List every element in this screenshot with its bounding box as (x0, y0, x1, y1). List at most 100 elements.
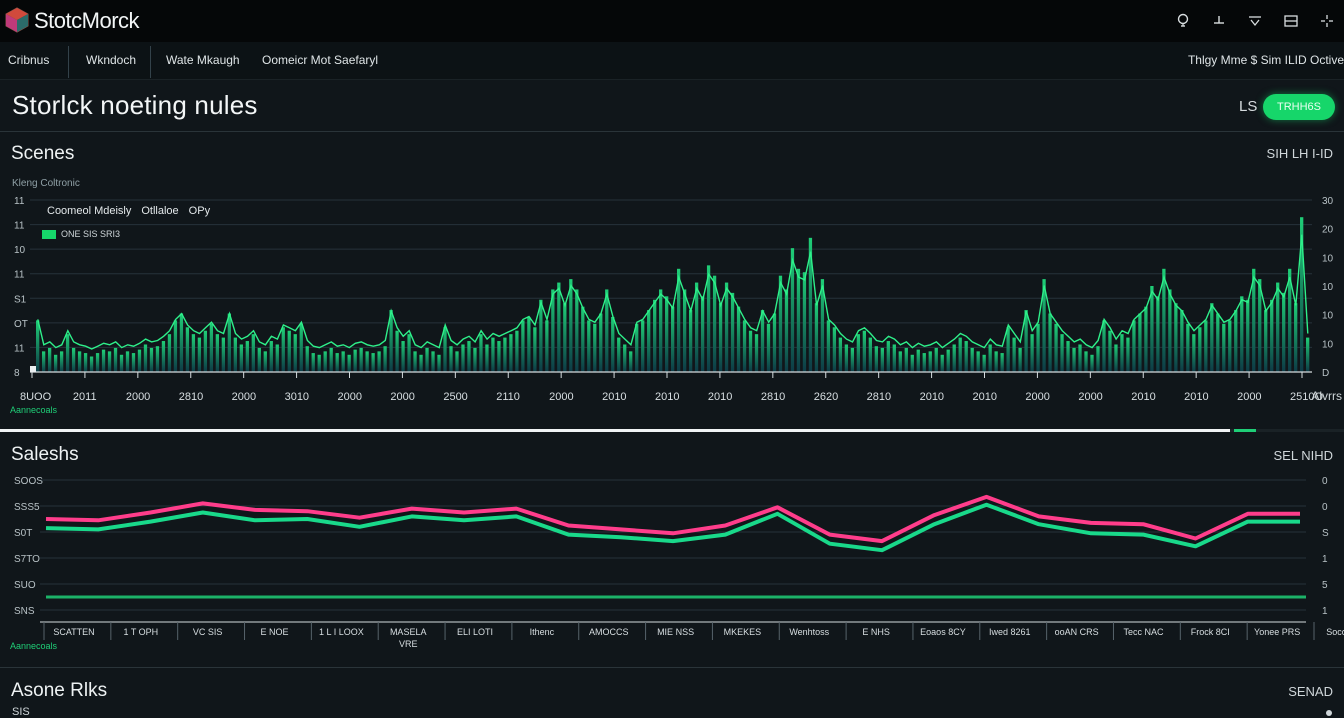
chart-bar (1066, 341, 1070, 372)
chart-bar (1048, 313, 1052, 372)
section3-small-label: SIS (12, 706, 30, 718)
y-tick-label: 10 (14, 245, 26, 256)
x-tick-label: 2810 (179, 391, 203, 403)
nav-divider (150, 46, 151, 78)
y-tick-label: SSS5 (14, 502, 40, 513)
chart-bar (569, 279, 573, 372)
chart-bar (928, 351, 932, 372)
timeline-scrollbar[interactable] (0, 429, 1344, 432)
chart-bar (413, 351, 417, 372)
chart-bar (694, 282, 699, 372)
chart-bar (1132, 320, 1136, 372)
chart-bar (826, 320, 831, 372)
crosshair-icon[interactable] (1316, 10, 1338, 32)
filter-icon[interactable] (1244, 10, 1266, 32)
chart-bar (892, 344, 896, 372)
legend-item[interactable]: Otllaloe (141, 205, 179, 217)
chart-bar (395, 330, 399, 372)
chart-bar (36, 320, 40, 372)
chart1-annotation-link[interactable]: Aannecoals (10, 405, 58, 415)
chart-bar (515, 330, 519, 372)
chart-bar (545, 320, 549, 372)
x-tick-label: Yonee PRS (1254, 627, 1300, 637)
chart-bar (575, 289, 579, 372)
y-tick-label-right: 10 (1322, 253, 1334, 264)
chart-bar (1198, 327, 1202, 372)
chart-bar (1054, 323, 1058, 372)
chart-bar (952, 344, 956, 372)
chart-bar (491, 337, 495, 372)
chart-bar (521, 320, 525, 372)
x-tick-label: Soconue (1326, 627, 1344, 637)
chart-bar (593, 323, 597, 372)
header-action-button[interactable]: TRHH6S (1263, 94, 1335, 120)
panel-icon[interactable] (1280, 10, 1302, 32)
chart-bar (305, 346, 309, 372)
lightbulb-icon[interactable] (1172, 10, 1194, 32)
title-bar: StotcMorck (0, 0, 1344, 42)
chart-bar (71, 347, 76, 372)
chart-bar (407, 334, 411, 372)
chart-bar (1240, 296, 1244, 372)
chart-bar (281, 327, 285, 372)
chart-bar (581, 306, 585, 372)
chart-bar (647, 310, 651, 372)
chart-bar (1024, 310, 1028, 372)
axis-origin-marker (30, 366, 36, 372)
trend-line (37, 234, 1309, 350)
chart-bar (754, 334, 759, 372)
chart-bar (203, 330, 208, 372)
y-tick-label-right: 5 (1322, 580, 1328, 591)
x-tick-label: 2010 (973, 391, 997, 403)
chart-bar (1270, 299, 1274, 372)
y-tick-label-right: 0 (1322, 502, 1328, 513)
section-title-scenes: Scenes (11, 143, 75, 164)
chart-bar (539, 299, 543, 372)
chart-bar (533, 327, 537, 372)
nav-item-1[interactable]: Cribnus (8, 53, 50, 67)
y-tick-label: S1 (14, 294, 27, 305)
y-tick-label-right: 30 (1322, 196, 1334, 207)
y-tick-label: OT (14, 319, 28, 330)
chart-bar (730, 292, 735, 372)
chart-bar (665, 296, 669, 372)
chart-bar (155, 346, 160, 372)
chart-bar (964, 341, 968, 372)
timeline-scrollbar-thumb[interactable] (0, 429, 1230, 432)
x-tick-label: MASELA (390, 627, 427, 637)
chart-bar (431, 351, 435, 372)
nav-item-2[interactable]: Wkndoch (86, 53, 137, 67)
chart-bar (862, 330, 866, 372)
series-line (45, 494, 1300, 544)
line-chart[interactable]: SOOS SSS5 S0T S7TO SUO SNS 0 0 S 1 5 1 SCATTEN 1 T OP… (0, 470, 1344, 650)
chart1-series-legend: ONE SIS SRI3 (42, 229, 120, 239)
nav-item-4[interactable]: Oomeicr Mot Saefaryl (262, 53, 379, 67)
chart-bar (191, 334, 196, 372)
page-title: Storlck noeting nules (12, 90, 258, 120)
nav-item-3[interactable]: Wate Mkaugh (166, 53, 240, 67)
chart-bar (359, 347, 363, 372)
chart-bar (1156, 296, 1160, 372)
chart2-annotation-link[interactable]: Aannecoals (10, 641, 58, 651)
chart-bar (209, 323, 214, 372)
toolbar-icons (1172, 10, 1338, 32)
chart-bar (221, 337, 226, 372)
app-logo-icon (5, 7, 29, 33)
chart-bar (820, 279, 825, 372)
chart-bar (383, 346, 387, 372)
legend-item[interactable]: Coomeol Mdeisly (47, 205, 132, 217)
chart-bar (41, 351, 46, 372)
chart-bar (173, 320, 178, 372)
chart-bar (1192, 334, 1196, 372)
chart-bar (742, 320, 747, 372)
legend-item[interactable]: OPy (188, 205, 211, 217)
chart-bar (245, 341, 249, 372)
chart-bar (1102, 320, 1106, 372)
section-asone-right-label: SENAD (1288, 684, 1333, 699)
y-tick-label-right: 10 (1322, 339, 1334, 350)
chart-bar (1210, 303, 1214, 372)
x-tick-label: 2000 (1237, 391, 1261, 403)
x-tick-label: 1 L I LOOX (319, 627, 364, 637)
pin-icon[interactable] (1208, 10, 1230, 32)
